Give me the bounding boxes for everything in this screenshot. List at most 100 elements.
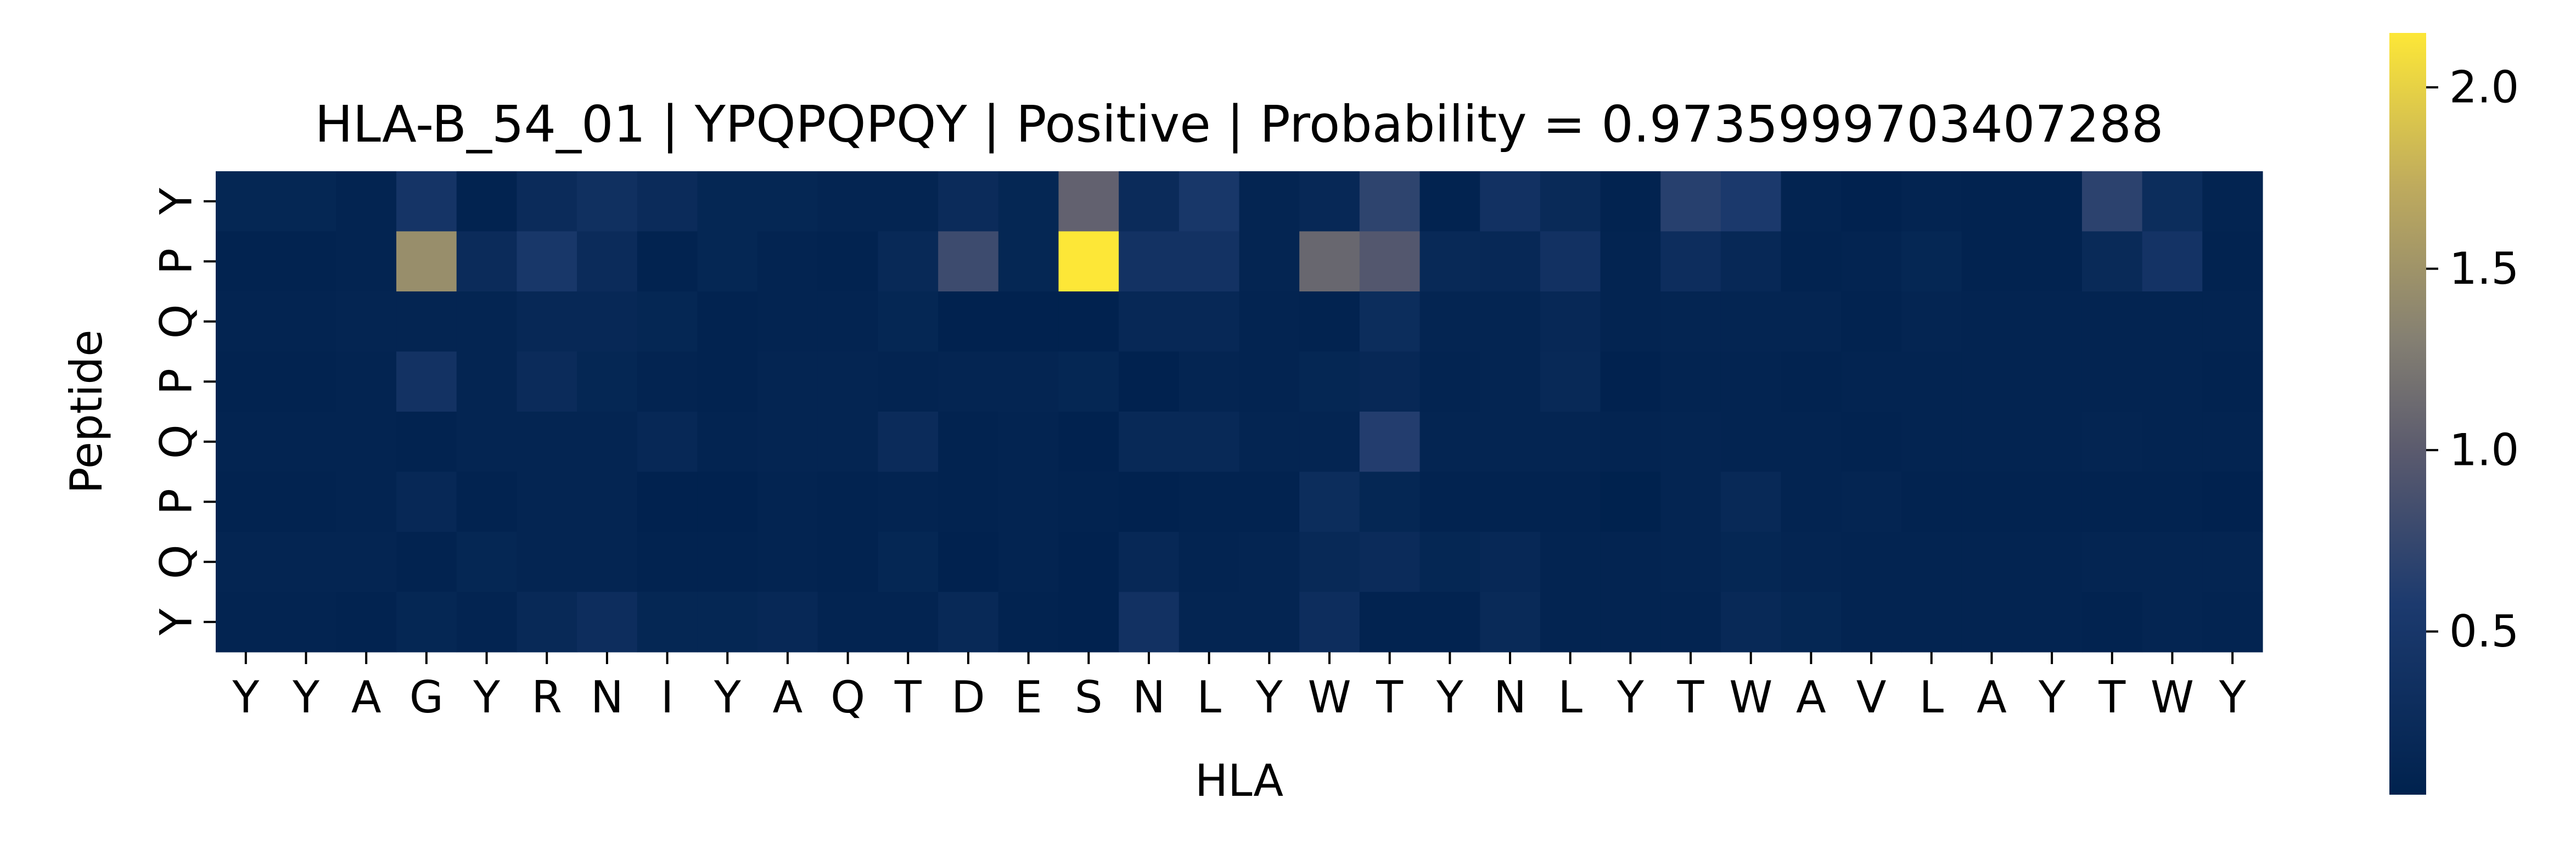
heatmap-cell — [1841, 171, 1902, 232]
heatmap-cell — [697, 471, 758, 532]
heatmap-cell — [1359, 592, 1421, 653]
heatmap-cell — [1419, 471, 1480, 532]
heatmap-cell — [216, 592, 277, 653]
heatmap-cell — [1239, 471, 1300, 532]
heatmap-cell — [1841, 471, 1902, 532]
heatmap-cell — [396, 412, 457, 473]
heatmap-cell — [878, 532, 939, 593]
heatmap-cell — [1540, 351, 1601, 412]
heatmap-cell — [1119, 532, 1180, 593]
x-tick-label: Y — [1436, 672, 1464, 723]
heatmap-cell — [998, 532, 1059, 593]
heatmap-cell — [998, 412, 1059, 473]
heatmap-cell — [938, 351, 999, 412]
heatmap-cell — [878, 171, 939, 232]
heatmap-cell — [1299, 291, 1360, 352]
heatmap-cell — [2202, 412, 2263, 473]
heatmap-cell — [1660, 291, 1721, 352]
heatmap-cell — [456, 592, 517, 653]
x-tick-label: Y — [1617, 672, 1645, 723]
heatmap-cell — [1359, 351, 1421, 412]
heatmap-cell — [1961, 412, 2022, 473]
heatmap-cell — [1299, 171, 1360, 232]
heatmap-cell — [637, 291, 698, 352]
heatmap-cell — [517, 592, 577, 653]
x-tick-label: N — [591, 672, 624, 723]
heatmap-cell — [577, 532, 638, 593]
heatmap-cell — [637, 351, 698, 412]
heatmap-cell — [697, 412, 758, 473]
y-axis: Y P Q P Q P Q Y — [151, 187, 216, 636]
heatmap-cell — [2142, 231, 2203, 292]
heatmap-cell — [878, 471, 939, 532]
heatmap-cell — [998, 351, 1059, 412]
x-tick-label: Y — [292, 672, 320, 723]
heatmap-cell — [697, 532, 758, 593]
heatmap-cell — [517, 532, 577, 593]
heatmap-cell — [396, 532, 457, 593]
heatmap-cell — [1600, 291, 1661, 352]
colorbar-tick-label: 0.5 — [2449, 606, 2519, 657]
heatmap-cell — [1540, 231, 1601, 292]
heatmap-cell — [2142, 351, 2203, 412]
heatmap-cell — [336, 412, 397, 473]
heatmap-cell — [1600, 412, 1661, 473]
heatmap-cell — [1841, 351, 1902, 412]
heatmap-cell — [2202, 471, 2263, 532]
heatmap-cell — [757, 171, 818, 232]
heatmap-cell — [1600, 532, 1661, 593]
heatmap-cell — [1961, 351, 2022, 412]
x-tick-label: T — [1376, 672, 1404, 723]
heatmap-cell — [2202, 171, 2263, 232]
heatmap-cell — [757, 532, 818, 593]
heatmap-cell — [1600, 471, 1661, 532]
heatmap-cell — [757, 471, 818, 532]
heatmap-cell — [1841, 291, 1902, 352]
heatmap-cell — [637, 532, 698, 593]
heatmap-cell — [2081, 532, 2143, 593]
heatmap-cell — [1119, 231, 1180, 292]
heatmap-cell — [1359, 171, 1421, 232]
heatmap-cell — [1299, 592, 1360, 653]
colorbar-tick-label: 2.0 — [2449, 62, 2519, 113]
heatmap-cell — [1178, 291, 1240, 352]
heatmap-cells — [216, 171, 2263, 653]
heatmap-cell — [1781, 351, 1842, 412]
x-tick-label: Y — [473, 672, 501, 723]
heatmap-cell — [276, 171, 336, 232]
heatmap-cell — [2142, 592, 2203, 653]
heatmap-cell — [1058, 592, 1119, 653]
heatmap-cell — [1359, 231, 1421, 292]
heatmap-cell — [637, 592, 698, 653]
heatmap-cell — [1720, 171, 1782, 232]
heatmap-cell — [456, 412, 517, 473]
heatmap-cell — [1359, 532, 1421, 593]
heatmap-cell — [1299, 412, 1360, 473]
heatmap-cell — [1419, 231, 1480, 292]
heatmap-cell — [697, 592, 758, 653]
heatmap-cell — [1600, 231, 1661, 292]
heatmap-cell — [697, 351, 758, 412]
heatmap-cell — [1178, 471, 1240, 532]
heatmap-cell — [396, 351, 457, 412]
heatmap-cell — [2142, 291, 2203, 352]
heatmap-cell — [1119, 351, 1180, 412]
heatmap-cell — [1480, 412, 1541, 473]
heatmap-cell — [396, 592, 457, 653]
heatmap-cell — [878, 592, 939, 653]
heatmap-cell — [336, 291, 397, 352]
heatmap-cell — [1540, 592, 1601, 653]
heatmap-cell — [1901, 291, 1962, 352]
x-tick-label: Q — [830, 672, 865, 723]
heatmap-cell — [1058, 471, 1119, 532]
heatmap-cell — [1660, 471, 1721, 532]
heatmap-cell — [2202, 532, 2263, 593]
heatmap-cell — [456, 532, 517, 593]
heatmap-cell — [817, 471, 879, 532]
x-tick-label: A — [351, 672, 381, 723]
heatmap-cell — [998, 171, 1059, 232]
heatmap-cell — [1961, 171, 2022, 232]
heatmap-cell — [2202, 351, 2263, 412]
y-axis-label: Peptide — [61, 330, 112, 494]
